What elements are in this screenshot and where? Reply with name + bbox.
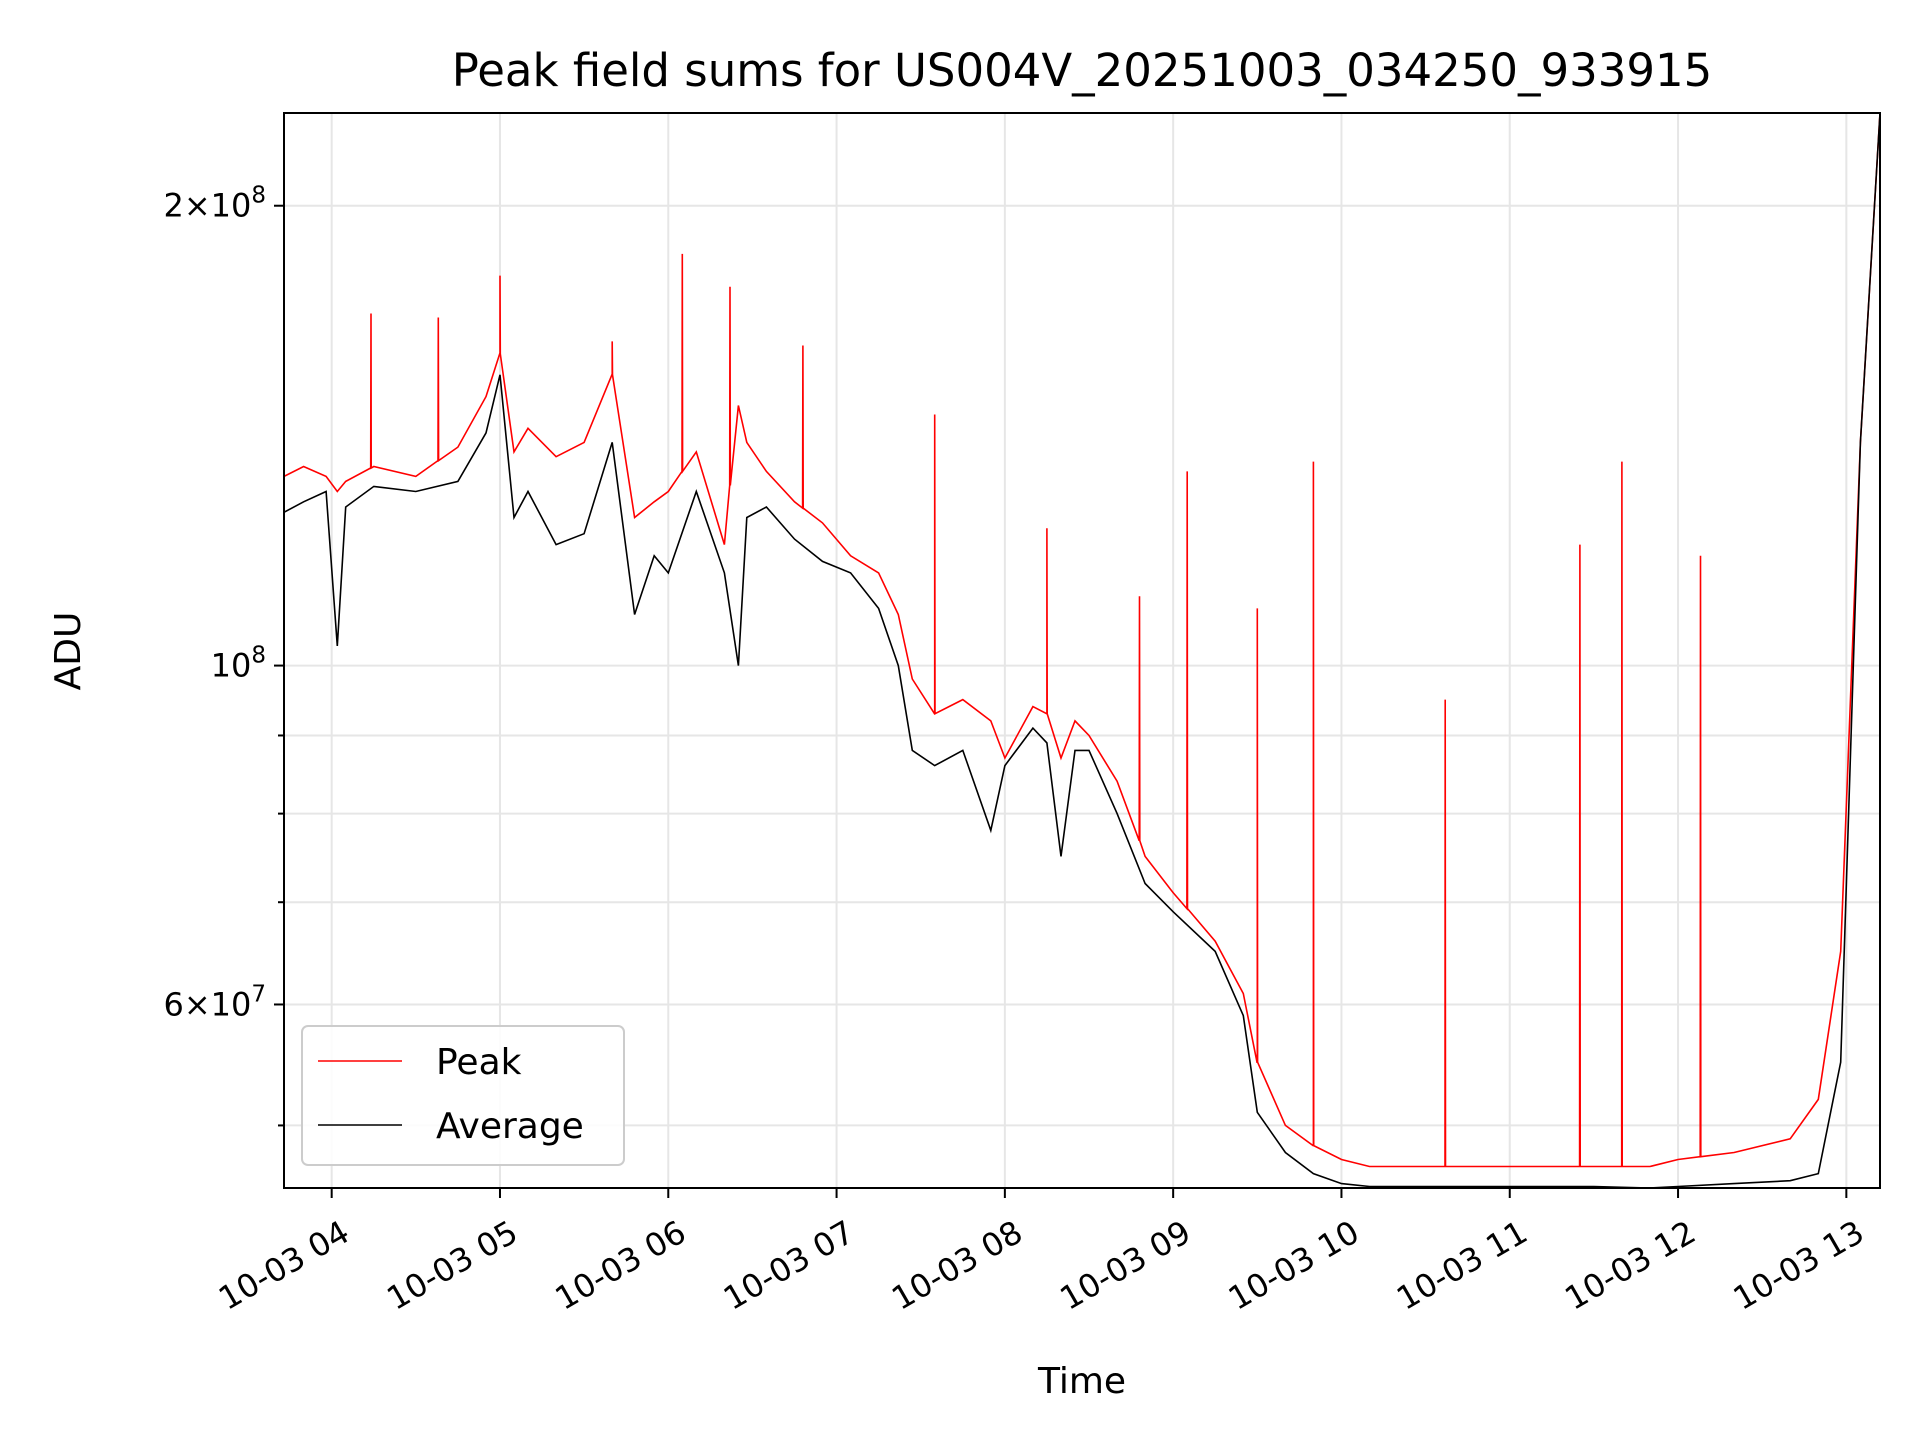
y-tick-label: 6×107 bbox=[163, 981, 266, 1023]
y-tick-label: 2×108 bbox=[163, 183, 266, 225]
plot-lines bbox=[284, 113, 1880, 1188]
legend-label-average: Average bbox=[436, 1106, 584, 1147]
chart-title: Peak field sums for US004V_20251003_0342… bbox=[452, 44, 1713, 97]
series-line-average bbox=[284, 113, 1880, 1188]
plot-frame bbox=[283, 112, 1881, 1189]
legend: Peak Average bbox=[301, 1025, 625, 1166]
legend-label-peak: Peak bbox=[436, 1042, 522, 1083]
y-axis-label: ADU bbox=[48, 612, 89, 691]
x-axis-label: Time bbox=[1037, 1361, 1126, 1402]
series-line-peak bbox=[284, 113, 1880, 1168]
